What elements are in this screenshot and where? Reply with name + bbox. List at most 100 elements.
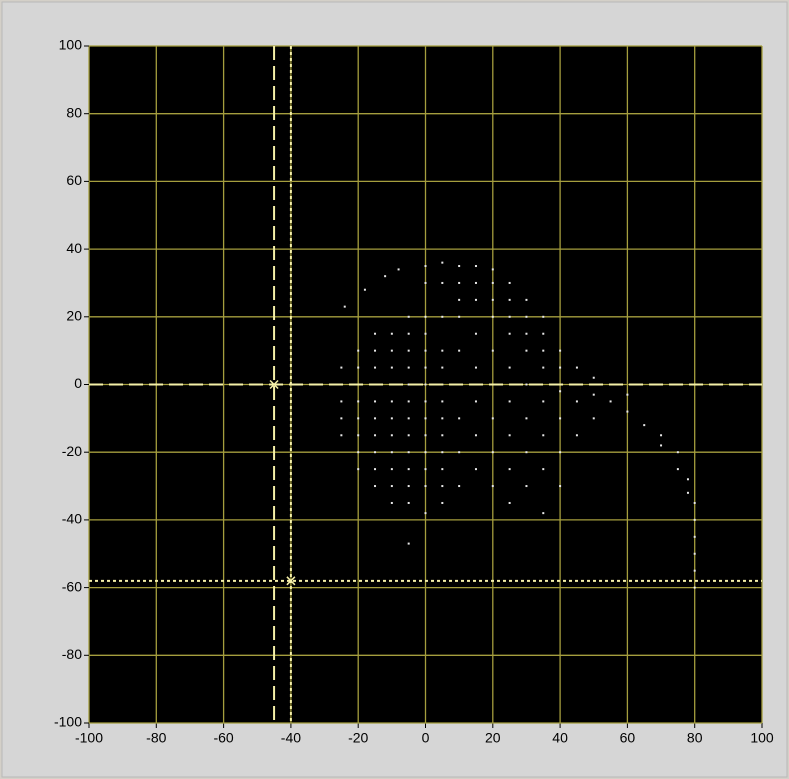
point [407, 417, 410, 420]
point [693, 586, 696, 589]
point [458, 417, 461, 420]
point [474, 265, 477, 268]
y-tick-label: 0 [74, 375, 82, 391]
point [458, 281, 461, 284]
point [474, 281, 477, 284]
point [474, 468, 477, 471]
x-tick-label: 20 [485, 730, 501, 746]
point [357, 349, 360, 352]
point [357, 417, 360, 420]
point [374, 332, 377, 335]
point [491, 298, 494, 301]
point [525, 417, 528, 420]
point [676, 468, 679, 471]
point [693, 552, 696, 555]
point [525, 332, 528, 335]
point [525, 349, 528, 352]
point [693, 535, 696, 538]
point [559, 451, 562, 454]
point [340, 417, 343, 420]
point [363, 288, 366, 291]
point [660, 444, 663, 447]
point [424, 281, 427, 284]
point [374, 400, 377, 403]
point [357, 434, 360, 437]
point [424, 383, 427, 386]
point [693, 569, 696, 572]
point [424, 485, 427, 488]
point [424, 332, 427, 335]
point [374, 417, 377, 420]
point [575, 434, 578, 437]
point [374, 451, 377, 454]
point [542, 512, 545, 515]
point [660, 434, 663, 437]
point [340, 400, 343, 403]
point [424, 400, 427, 403]
y-tick-label: -20 [62, 443, 82, 459]
point [458, 349, 461, 352]
cursor-marker [269, 379, 279, 390]
point [474, 366, 477, 369]
point [693, 518, 696, 521]
point [441, 451, 444, 454]
point [525, 298, 528, 301]
point [390, 400, 393, 403]
point [441, 485, 444, 488]
point [357, 400, 360, 403]
x-tick-label: -20 [348, 730, 368, 746]
point [525, 383, 528, 386]
point [525, 485, 528, 488]
point [407, 468, 410, 471]
point [357, 468, 360, 471]
point [542, 332, 545, 335]
point [424, 366, 427, 369]
x-tick-label: -100 [75, 730, 103, 746]
point [407, 501, 410, 504]
point [559, 390, 562, 393]
cursor-marker [286, 576, 296, 586]
point [407, 451, 410, 454]
y-tick-label: -80 [62, 646, 82, 662]
point [474, 434, 477, 437]
point [559, 366, 562, 369]
point [508, 434, 511, 437]
point [384, 275, 387, 278]
point [424, 315, 427, 318]
point [508, 315, 511, 318]
point [441, 281, 444, 284]
x-tick-label: 80 [687, 730, 703, 746]
point [424, 265, 427, 268]
point [508, 501, 511, 504]
point [407, 349, 410, 352]
point [686, 478, 689, 481]
point [508, 332, 511, 335]
point [441, 434, 444, 437]
point [357, 451, 360, 454]
x-tick-label: -40 [281, 730, 301, 746]
point [686, 491, 689, 494]
point [458, 451, 461, 454]
point [542, 349, 545, 352]
point [441, 468, 444, 471]
point [424, 349, 427, 352]
point [407, 542, 410, 545]
point [508, 366, 511, 369]
point [424, 451, 427, 454]
point [542, 366, 545, 369]
point [474, 332, 477, 335]
point [343, 305, 346, 308]
point [693, 501, 696, 504]
point [592, 376, 595, 379]
y-tick-label: 100 [59, 37, 83, 53]
point [407, 485, 410, 488]
point [491, 281, 494, 284]
point [441, 400, 444, 403]
point [441, 366, 444, 369]
point [508, 281, 511, 284]
x-tick-label: -60 [213, 730, 233, 746]
point [407, 366, 410, 369]
point [458, 485, 461, 488]
point [390, 366, 393, 369]
